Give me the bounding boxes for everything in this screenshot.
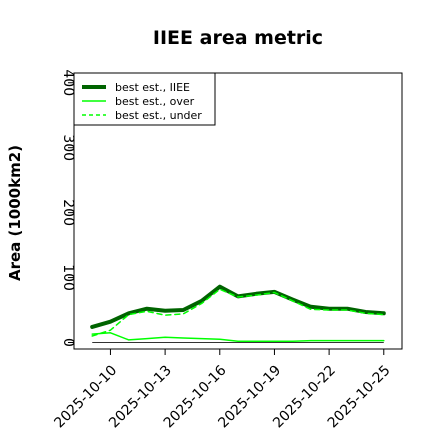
series-layer [90,284,386,342]
y-tick-label-0: 0 [60,338,76,347]
series-line-3 [91,288,385,337]
x-axis: 2025-10-102025-10-132025-10-162025-10-19… [51,349,394,431]
legend-label-3: best est., under [115,109,202,122]
y-axis: 0 100 200 300 400 [60,69,76,347]
series-line-2 [91,332,385,342]
y-axis-label: Area (1000km2) [6,145,24,281]
y-tick-label-200: 200 [60,199,76,226]
y-tick-label-400: 400 [60,69,76,96]
series-line-1 [90,284,386,329]
y-tick-label-100: 100 [60,264,76,291]
plot-frame [73,72,403,350]
legend-box [73,72,216,126]
legend-label-1: best est., IIEE [115,81,190,94]
y-tick-label-300: 300 [60,134,76,161]
chart-title: IIEE area metric [153,27,323,49]
legend-label-2: best est., over [115,95,195,108]
